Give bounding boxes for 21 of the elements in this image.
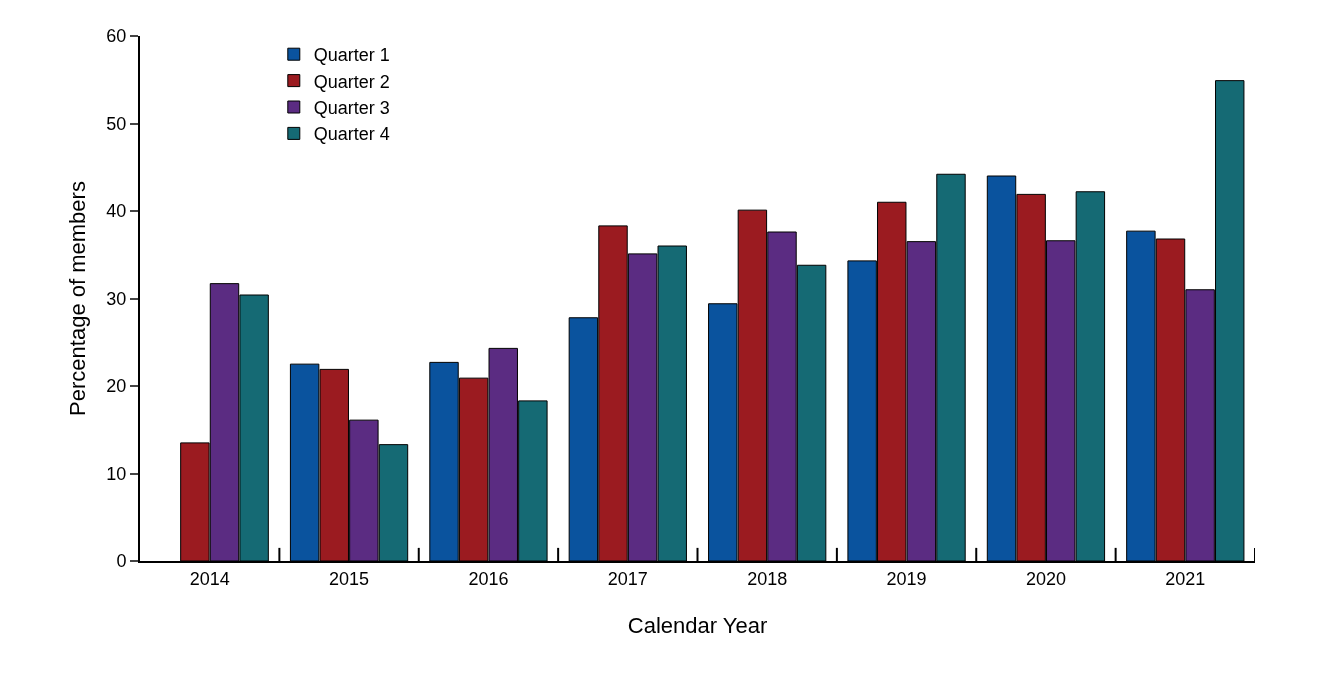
y-tick-label: 0 <box>116 551 127 572</box>
y-axis-title: Percentage of members <box>64 181 90 416</box>
legend-label: Quarter 1 <box>313 45 390 66</box>
x-tick-label: 2014 <box>189 568 230 589</box>
legend-label: Quarter 4 <box>313 124 390 145</box>
x-tick-label: 2021 <box>1165 568 1206 589</box>
y-tick-label: 20 <box>106 376 127 397</box>
x-tick-label: 2020 <box>1025 568 1066 589</box>
x-tick-label: 2017 <box>607 568 648 589</box>
x-tick-label: 2016 <box>468 568 509 589</box>
y-tick-label: 60 <box>106 26 127 47</box>
x-tick-label: 2015 <box>329 568 370 589</box>
y-tick-label: 50 <box>106 113 127 134</box>
legend-label: Quarter 2 <box>313 71 390 92</box>
y-tick-label: 40 <box>106 201 127 222</box>
x-tick-label: 2019 <box>886 568 927 589</box>
x-tick-label: 2018 <box>747 568 788 589</box>
y-tick-label: 10 <box>106 463 127 484</box>
x-axis-title: Calendar Year <box>627 613 768 638</box>
legend-label: Quarter 3 <box>313 98 390 119</box>
y-tick-label: 30 <box>106 288 127 309</box>
